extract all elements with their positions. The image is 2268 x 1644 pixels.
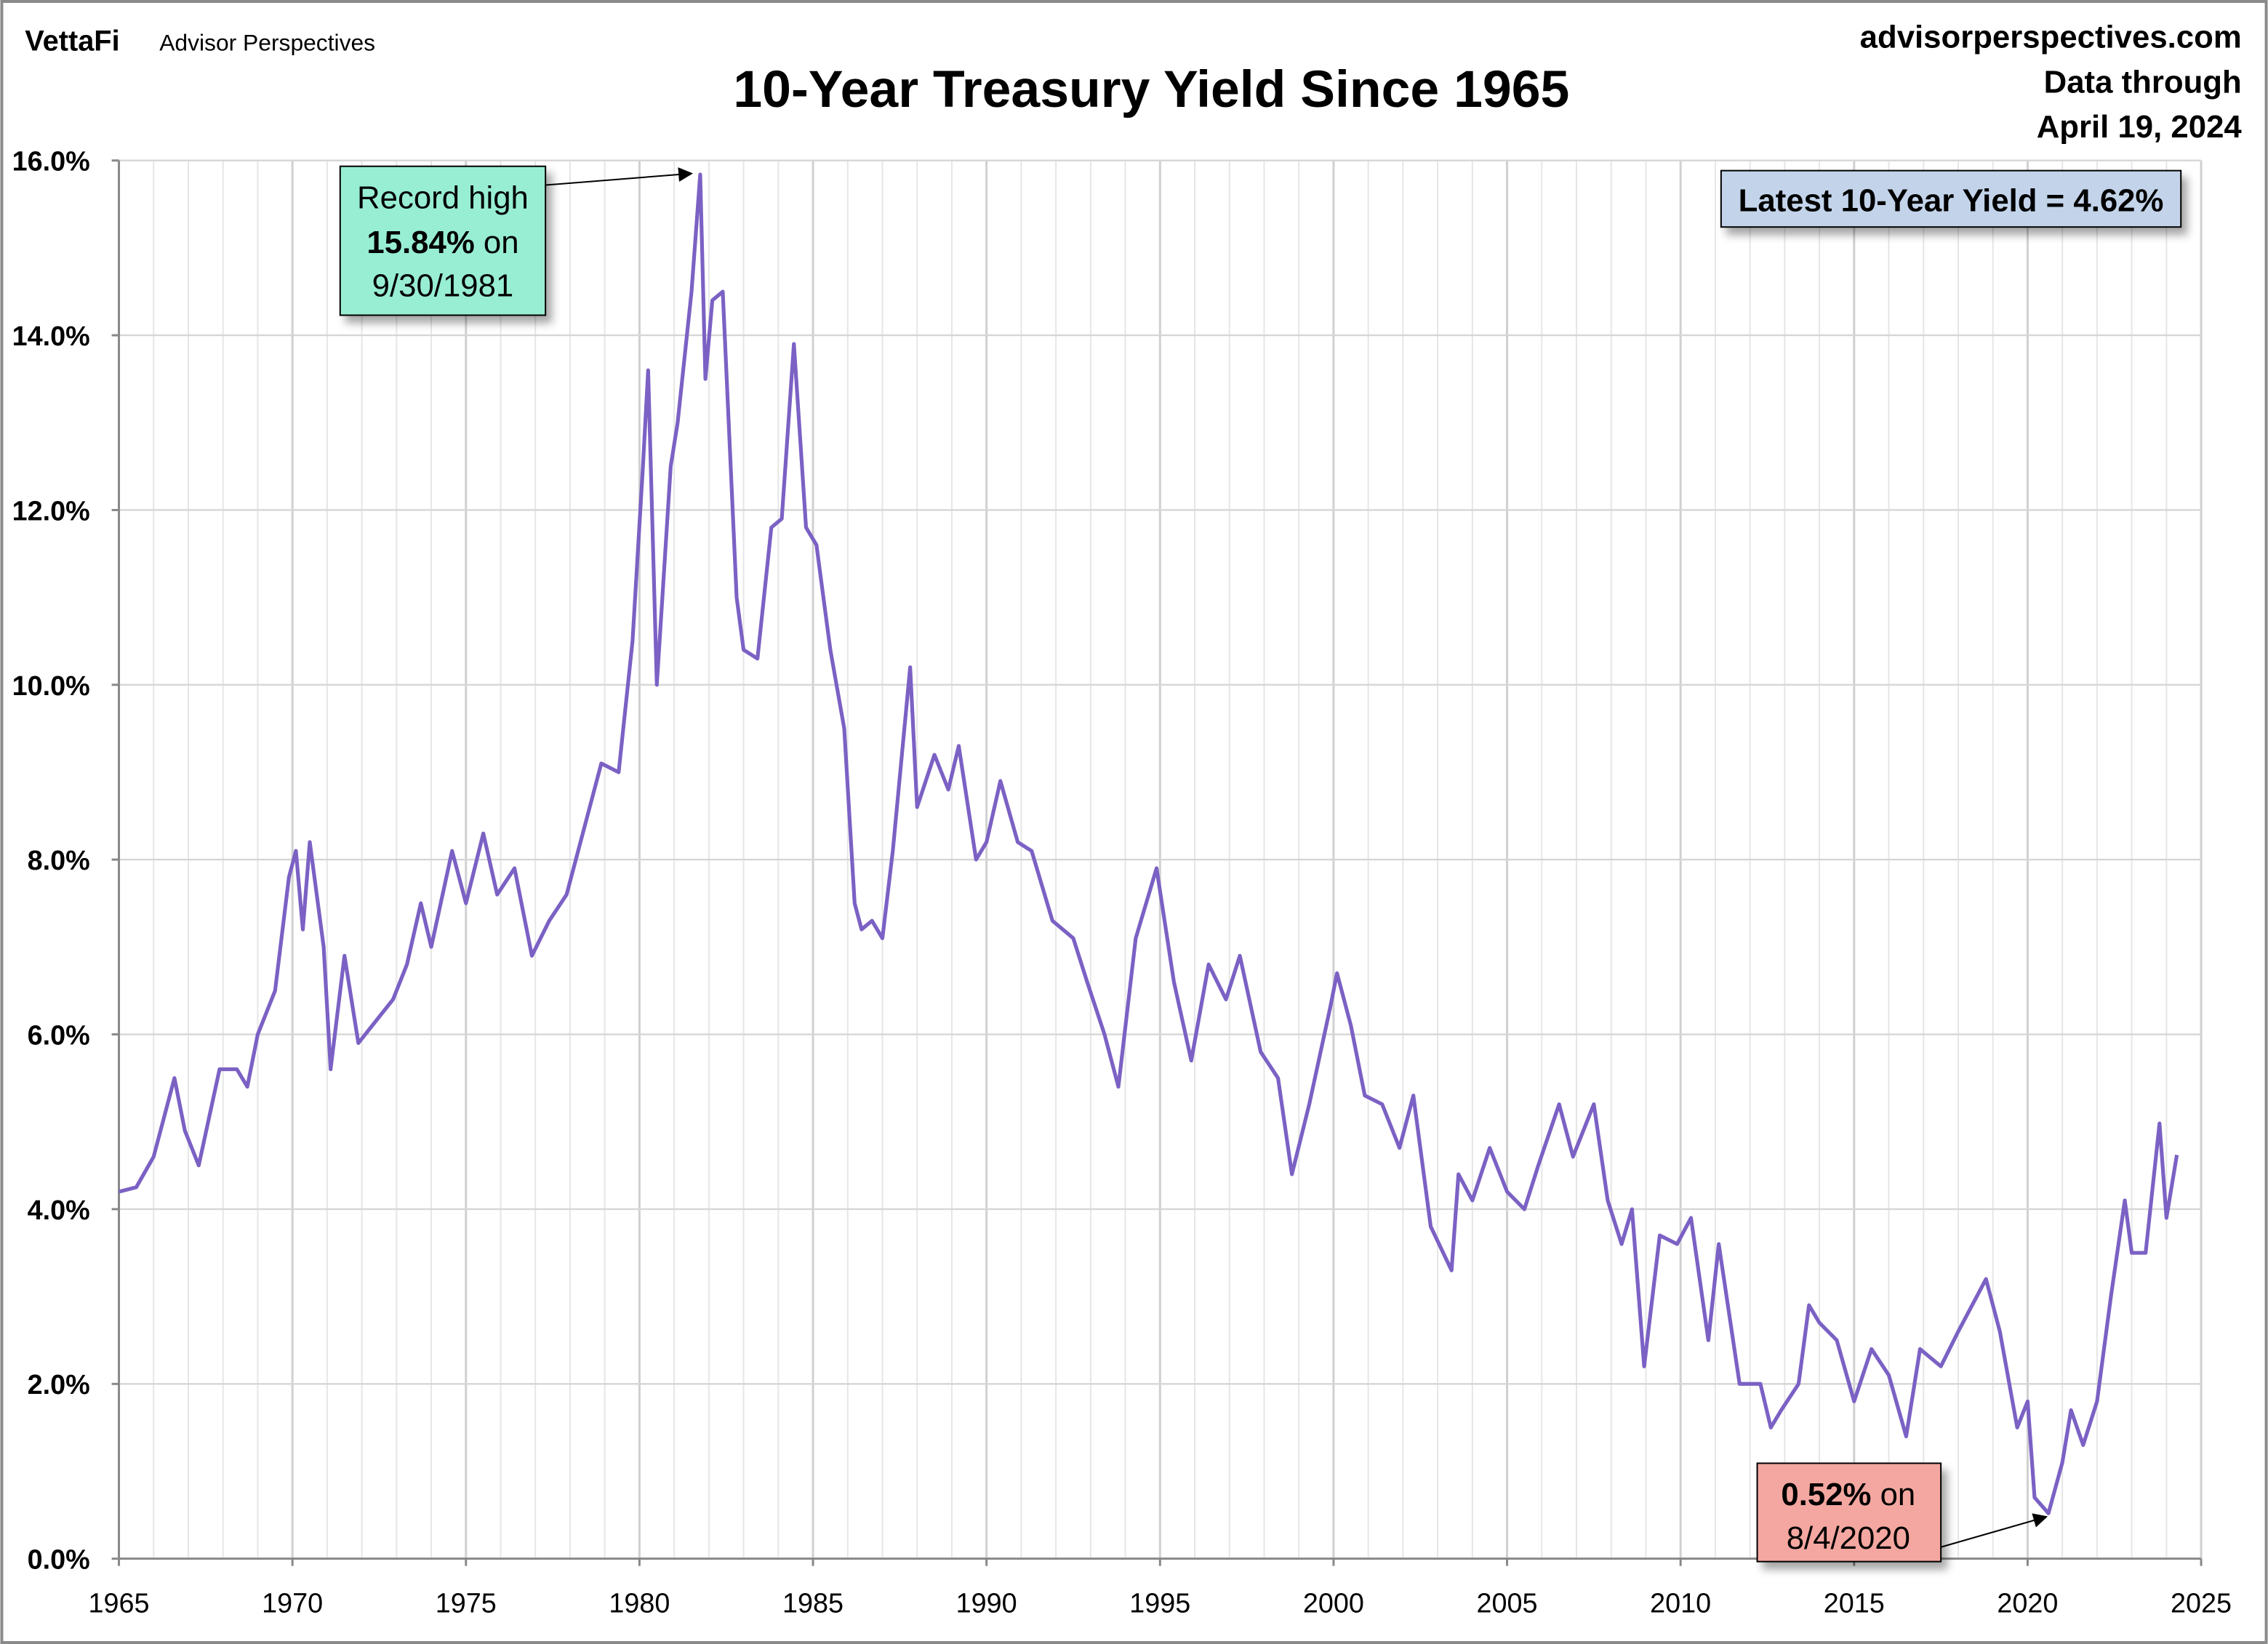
x-tick-label: 1985 — [782, 1588, 844, 1619]
high-arrow — [545, 167, 693, 186]
record-high-date: 9/30/1981 — [372, 268, 514, 304]
site-url: advisorperspectives.com — [1860, 20, 2242, 55]
x-tick-label: 2010 — [1650, 1588, 1711, 1619]
y-tick-label: 2.0% — [28, 1370, 90, 1400]
y-tick-label: 14.0% — [12, 321, 90, 352]
x-tick-label: 2015 — [1824, 1588, 1885, 1619]
vettafi-logo: VettaFi — [25, 25, 119, 57]
x-tick-label: 1995 — [1129, 1588, 1190, 1619]
y-tick-label: 4.0% — [28, 1195, 90, 1226]
x-tick-label: 2025 — [2171, 1588, 2232, 1619]
record-low-box — [1756, 1462, 1942, 1563]
record-high-label: Record high — [357, 180, 529, 215]
y-tick-label: 6.0% — [28, 1020, 90, 1051]
x-tick-label: 1980 — [609, 1588, 670, 1619]
yield-line — [118, 172, 2179, 1515]
x-tick-label: 1970 — [262, 1588, 323, 1619]
latest-yield-text: Latest 10-Year Yield = 4.62% — [1739, 183, 2164, 218]
record-high-box — [339, 165, 547, 316]
data-through-date: April 19, 2024 — [2037, 109, 2243, 145]
chart-title: 10-Year Treasury Yield Since 1965 — [733, 60, 1569, 119]
x-tick-label: 2020 — [1997, 1588, 2058, 1619]
data-through-label: Data through — [2044, 64, 2242, 100]
y-tick-label: 10.0% — [12, 671, 90, 702]
x-tick-label: 1990 — [956, 1588, 1017, 1619]
record-low-value-line: 0.52% on — [1781, 1477, 1915, 1512]
gridlines — [119, 159, 2203, 1560]
y-tick-label: 12.0% — [12, 496, 90, 526]
x-tick-label: 2005 — [1477, 1588, 1538, 1619]
record-high-value-line: 15.84% on — [366, 225, 518, 260]
y-tick-label: 8.0% — [28, 846, 90, 876]
y-tick-label: 16.0% — [12, 147, 90, 177]
brand-name: Advisor Perspectives — [159, 30, 375, 56]
record-low-date: 8/4/2020 — [1787, 1520, 1910, 1556]
x-tick-label: 1965 — [89, 1588, 150, 1619]
x-tick-label: 2000 — [1303, 1588, 1364, 1619]
x-tick-label: 1975 — [436, 1588, 497, 1619]
low-arrow — [1940, 1513, 2048, 1548]
latest-yield-box — [1720, 169, 2182, 228]
y-tick-label: 0.0% — [28, 1545, 90, 1576]
